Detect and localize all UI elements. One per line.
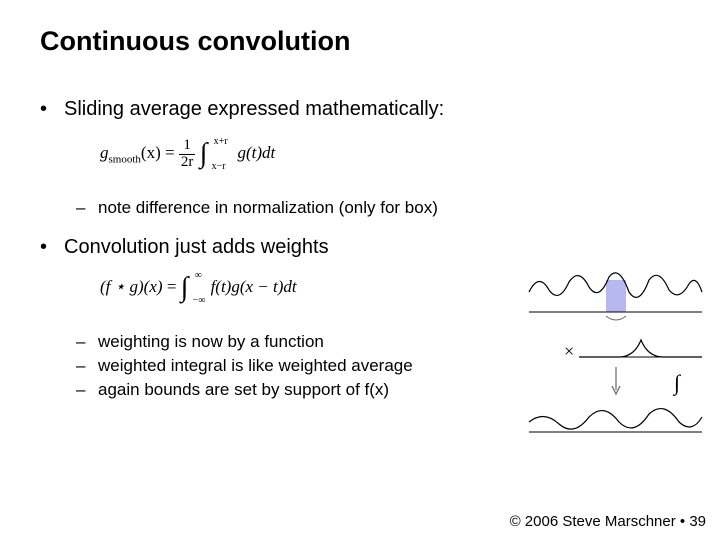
sub-text: weighting is now by a function (98, 332, 324, 351)
sub-bullet-weighting-fn: –weighting is now by a function (76, 332, 324, 352)
eq2-int-top: ∞ (195, 270, 202, 281)
eq1-num: 1 (179, 138, 196, 155)
cross-icon: × (564, 341, 574, 361)
convolution-diagram: × ∫ (524, 262, 704, 452)
eq1-func: g (100, 143, 109, 162)
sub-bullet-bounds: –again bounds are set by support of f(x) (76, 380, 389, 400)
slide-footer: © 2006 Steve Marschner • 39 (510, 513, 706, 530)
sub-text: again bounds are set by support of f(x) (98, 380, 389, 399)
bullet-dot: • (40, 98, 64, 121)
bullet-convolution: •Convolution just adds weights (40, 236, 329, 259)
bullet-dot: • (40, 236, 64, 259)
eq1-den: 2r (179, 155, 196, 171)
dash: – (76, 198, 98, 218)
bullet-text: Convolution just adds weights (64, 236, 329, 258)
eq1-int-top: x+r (214, 136, 228, 147)
integral-icon: ∫ (672, 370, 682, 396)
eq2-lhs: (f ⋆ g)(x) (100, 277, 163, 296)
bullet-sliding-average: •Sliding average expressed mathematicall… (40, 98, 444, 121)
eq1-arg: (x) (141, 143, 161, 162)
slide-title: Continuous convolution (40, 26, 350, 57)
eq2-int-bot: −∞ (193, 295, 206, 306)
sub-text: weighted integral is like weighted avera… (98, 356, 413, 375)
equation-sliding-average: gsmooth(x) = 1 2r ∫ x+r x−r g(t)dt (100, 138, 275, 171)
copyright-text: © 2006 Steve Marschner • (510, 513, 686, 530)
eq2-integrand: f(t)g(x − t)dt (211, 277, 297, 296)
eq1-integrand: g(t)dt (238, 143, 276, 162)
kernel-curve (579, 340, 702, 357)
eq1-int-bot: x−r (212, 161, 226, 172)
highlight-window (606, 280, 626, 312)
equation-convolution: (f ⋆ g)(x) = ∫ ∞ −∞ f(t)g(x − t)dt (100, 272, 297, 304)
bullet-text: Sliding average expressed mathematically… (64, 98, 444, 120)
sub-text: note difference in normalization (only f… (98, 198, 438, 217)
dash: – (76, 356, 98, 376)
dash: – (76, 380, 98, 400)
eq1-integral: ∫ x+r x−r (200, 138, 208, 170)
eq1-fraction: 1 2r (179, 138, 196, 171)
eq1-sub: smooth (109, 154, 141, 166)
page-number: 39 (689, 513, 706, 530)
eq2-integral: ∫ ∞ −∞ (181, 272, 189, 304)
output-signal (529, 409, 702, 430)
sub-bullet-weighted-integral: –weighted integral is like weighted aver… (76, 356, 413, 376)
dash: – (76, 332, 98, 352)
sub-bullet-normalization: –note difference in normalization (only … (76, 198, 438, 218)
brace (606, 316, 626, 320)
